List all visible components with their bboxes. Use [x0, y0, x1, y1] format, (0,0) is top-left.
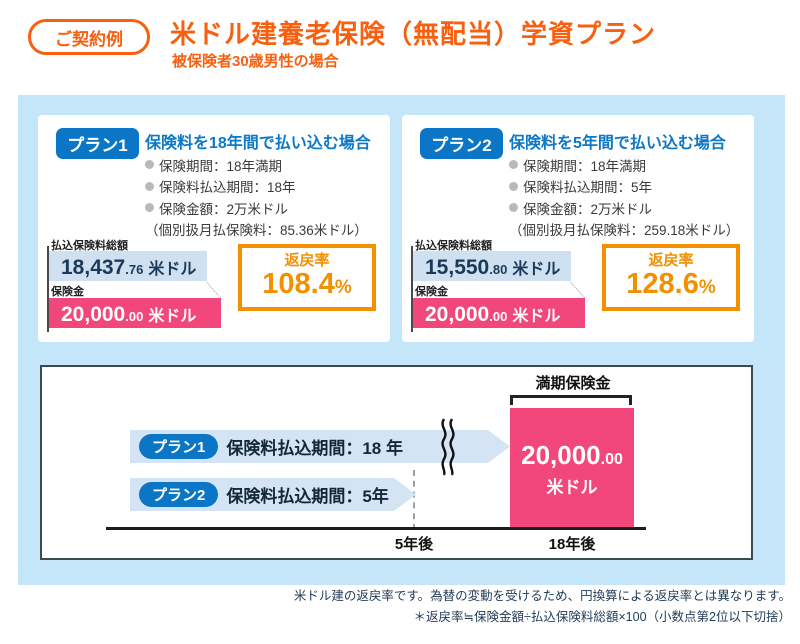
- bullet-icon: [145, 203, 154, 213]
- plan1-sum-insured: 保険金額：2万米ドル: [159, 201, 289, 217]
- plan1-return-ratio-value: 108.4 %: [262, 268, 352, 300]
- plan1-total-premium-amount: 18,437.76 米ドル: [61, 256, 197, 279]
- plan1-total-premium-bar: 18,437.76 米ドル: [49, 251, 207, 281]
- plan1-total-premium-label: 払込保険料総額: [51, 240, 128, 252]
- bullet-icon: [509, 203, 518, 213]
- bullet-icon: [145, 160, 154, 170]
- time-axis: [106, 527, 646, 530]
- return-ratio-label: 返戻率: [648, 252, 694, 269]
- bars-axis-line: [47, 246, 49, 332]
- footnote-formula: ＊返戻率≒保険金額÷払込保険料総額×100（小数点第2位以下切捨）: [413, 610, 791, 624]
- page-subtitle: 被保険者30歳男性の場合: [172, 53, 339, 70]
- five-year-dashed-line: [413, 470, 415, 530]
- connector-dotted-line: [206, 282, 222, 299]
- plan1-badge: プラン1: [56, 128, 139, 159]
- plan2-benefit-label: 保険金: [415, 286, 448, 298]
- footnotes: 米ドル建の返戻率です。為替の変動を受けるため、円換算による返戻率とは異なります。…: [0, 586, 791, 628]
- plan1-monthly-premium-note: （個別扱月払保険料：85.36米ドル）: [145, 223, 368, 239]
- list-item: 保険金額：2万米ドル: [509, 197, 739, 219]
- plan1-badge-label: プラン1: [67, 136, 128, 155]
- plan1-payment-period: 保険料払込期間：18年: [159, 180, 296, 196]
- plan1-benefit-bar: 20,000.00 米ドル: [49, 298, 221, 328]
- maturity-benefit-label: 満期保険金: [535, 375, 611, 392]
- plan1-heading: 保険料を18年間で払い込む場合: [145, 135, 371, 152]
- plan1-period: 保険期間：18年満期: [159, 158, 283, 174]
- list-item: 保険期間：18年満期: [509, 154, 739, 176]
- plan2-details: 保険期間：18年満期 保険料払込期間：5年 保険金額：2万米ドル （個別扱月払保…: [509, 154, 739, 240]
- plan2-timeline-badge: プラン2: [139, 482, 218, 507]
- plan1-timeline-arrow: プラン1 保険料払込期間：18 年: [130, 430, 510, 463]
- axis-label-18-years: 18年後: [548, 536, 596, 553]
- plan1-benefit-amount: 20,000.00 米ドル: [61, 303, 197, 326]
- list-item: 保険期間：18年満期: [145, 154, 368, 176]
- plan2-benefit-bar: 20,000.00 米ドル: [413, 298, 585, 328]
- page-title: 米ドル建養老保険（無配当）学資プラン: [170, 19, 657, 49]
- plan2-return-ratio-box: 返戻率 128.6 %: [602, 244, 740, 311]
- list-item: 保険金額：2万米ドル: [145, 197, 368, 219]
- bars-axis-line: [411, 246, 413, 332]
- plan1-return-ratio-box: 返戻率 108.4 %: [238, 244, 376, 311]
- plan2-payment-period: 保険料払込期間：5年: [523, 180, 653, 196]
- plan2-badge-label: プラン2: [431, 136, 492, 155]
- maturity-bracket: [510, 395, 632, 405]
- return-ratio-label: 返戻率: [284, 252, 330, 269]
- plan2-timeline-label: 保険料払込期間：5年: [226, 487, 389, 506]
- plan2-timeline-arrow: プラン2 保険料払込期間：5年: [130, 478, 416, 511]
- plan1-benefit-label: 保険金: [51, 286, 84, 298]
- plan1-details: 保険期間：18年満期 保険料払込期間：18年 保険金額：2万米ドル （個別扱月払…: [145, 154, 368, 240]
- connector-dotted-line: [570, 282, 586, 299]
- plan1-card: プラン1 保険料を18年間で払い込む場合 保険期間：18年満期 保険料払込期間：…: [38, 115, 390, 342]
- maturity-amount-unit: 米ドル: [546, 478, 598, 497]
- plan2-badge: プラン2: [420, 128, 503, 159]
- timeline-chart: 満期保険金 20,000.00 米ドル プラン1 保険料払込期間：18 年 プラ…: [40, 365, 753, 560]
- list-item: 保険料払込期間：18年: [145, 176, 368, 198]
- plan2-monthly-premium-note: （個別扱月払保険料：259.18米ドル）: [509, 223, 740, 239]
- plan2-benefit-amount: 20,000.00 米ドル: [425, 303, 561, 326]
- plan2-sum-insured: 保険金額：2万米ドル: [523, 201, 653, 217]
- bullet-icon: [509, 160, 518, 170]
- bullet-icon: [509, 181, 518, 191]
- plan2-return-ratio-value: 128.6 %: [626, 268, 716, 300]
- plan2-card: プラン2 保険料を5年間で払い込む場合 保険期間：18年満期 保険料払込期間：5…: [402, 115, 754, 342]
- list-item: 保険料払込期間：5年: [509, 176, 739, 198]
- contract-example-badge: ご契約例: [28, 19, 150, 55]
- footnote-currency: 米ドル建の返戻率です。為替の変動を受けるため、円換算による返戻率とは異なります。: [293, 589, 791, 603]
- plan2-total-premium-amount: 15,550.80 米ドル: [425, 256, 561, 279]
- maturity-benefit-box: 20,000.00 米ドル: [510, 408, 634, 530]
- plans-panel: プラン1 保険料を18年間で払い込む場合 保険期間：18年満期 保険料払込期間：…: [18, 95, 785, 585]
- timeline-break-icon: [441, 418, 455, 476]
- plan1-timeline-label: 保険料払込期間：18 年: [226, 439, 403, 458]
- maturity-amount: 20,000.00: [521, 440, 623, 470]
- plan2-period: 保険期間：18年満期: [523, 158, 647, 174]
- axis-label-5-years: 5年後: [394, 536, 434, 553]
- contract-example-badge-label: ご契約例: [55, 29, 123, 49]
- plan1-timeline-badge: プラン1: [139, 434, 218, 459]
- plan2-heading: 保険料を5年間で払い込む場合: [509, 135, 726, 152]
- bullet-icon: [145, 181, 154, 191]
- plan2-total-premium-bar: 15,550.80 米ドル: [413, 251, 571, 281]
- plan2-total-premium-label: 払込保険料総額: [415, 240, 492, 252]
